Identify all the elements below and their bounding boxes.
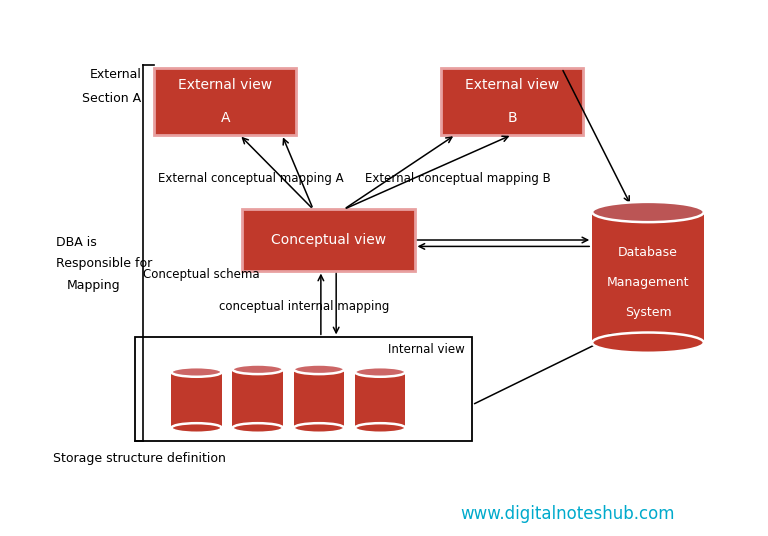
- Ellipse shape: [233, 364, 283, 374]
- Text: Section A: Section A: [81, 92, 141, 105]
- Ellipse shape: [355, 367, 406, 377]
- Ellipse shape: [592, 202, 703, 222]
- Text: External conceptual mapping B: External conceptual mapping B: [365, 172, 551, 185]
- FancyBboxPatch shape: [243, 210, 415, 271]
- Text: Conceptual view: Conceptual view: [271, 233, 386, 247]
- Polygon shape: [355, 372, 406, 428]
- Text: Storage structure definition: Storage structure definition: [54, 452, 227, 465]
- Ellipse shape: [171, 367, 222, 377]
- Text: DBA is: DBA is: [57, 236, 98, 249]
- Polygon shape: [171, 372, 222, 428]
- Ellipse shape: [293, 423, 344, 433]
- FancyBboxPatch shape: [442, 68, 583, 135]
- Text: External: External: [89, 69, 141, 81]
- Text: External view

B: External view B: [465, 78, 559, 124]
- Ellipse shape: [355, 423, 406, 433]
- Polygon shape: [233, 369, 283, 428]
- Ellipse shape: [233, 423, 283, 433]
- FancyBboxPatch shape: [154, 68, 296, 135]
- FancyBboxPatch shape: [135, 337, 472, 441]
- Text: conceptual internal mapping: conceptual internal mapping: [220, 300, 390, 313]
- Text: Conceptual schema: Conceptual schema: [143, 268, 260, 281]
- Ellipse shape: [171, 423, 222, 433]
- Ellipse shape: [293, 364, 344, 374]
- Text: Database

Management

System: Database Management System: [607, 246, 689, 319]
- Text: Internal view: Internal view: [388, 343, 465, 355]
- Ellipse shape: [592, 332, 703, 353]
- Polygon shape: [592, 212, 703, 343]
- Text: Responsible for: Responsible for: [57, 257, 153, 270]
- Text: External view

A: External view A: [178, 78, 273, 124]
- Text: www.digitalnoteshub.com: www.digitalnoteshub.com: [461, 505, 675, 523]
- Polygon shape: [293, 369, 344, 428]
- Text: Mapping: Mapping: [67, 279, 120, 292]
- Text: External conceptual mapping A: External conceptual mapping A: [158, 172, 344, 185]
